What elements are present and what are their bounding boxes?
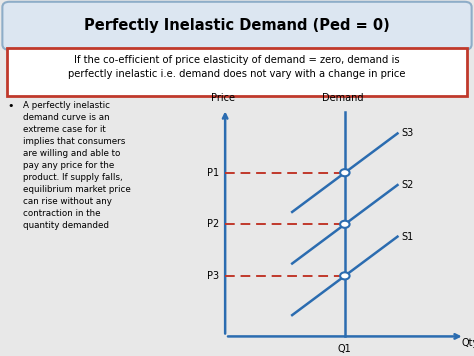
Text: S3: S3 <box>401 129 413 138</box>
Text: Qty: Qty <box>462 338 474 348</box>
Text: •: • <box>7 101 14 111</box>
Text: P1: P1 <box>207 168 219 178</box>
Text: Demand: Demand <box>322 93 363 103</box>
Circle shape <box>340 169 350 176</box>
Circle shape <box>340 221 350 228</box>
FancyBboxPatch shape <box>7 48 467 96</box>
Text: A perfectly inelastic
demand curve is an
extreme case for it
implies that consum: A perfectly inelastic demand curve is an… <box>23 101 130 230</box>
Text: P3: P3 <box>207 271 219 281</box>
Text: S2: S2 <box>401 180 414 190</box>
FancyBboxPatch shape <box>2 2 472 50</box>
Text: P2: P2 <box>207 219 219 229</box>
Text: S1: S1 <box>401 232 413 242</box>
Text: Q1: Q1 <box>338 344 352 354</box>
Circle shape <box>340 272 350 279</box>
Text: Price: Price <box>211 93 235 103</box>
Text: Perfectly Inelastic Demand (Ped = 0): Perfectly Inelastic Demand (Ped = 0) <box>84 18 390 33</box>
Text: If the co-efficient of price elasticity of demand = zero, demand is
perfectly in: If the co-efficient of price elasticity … <box>68 55 406 79</box>
